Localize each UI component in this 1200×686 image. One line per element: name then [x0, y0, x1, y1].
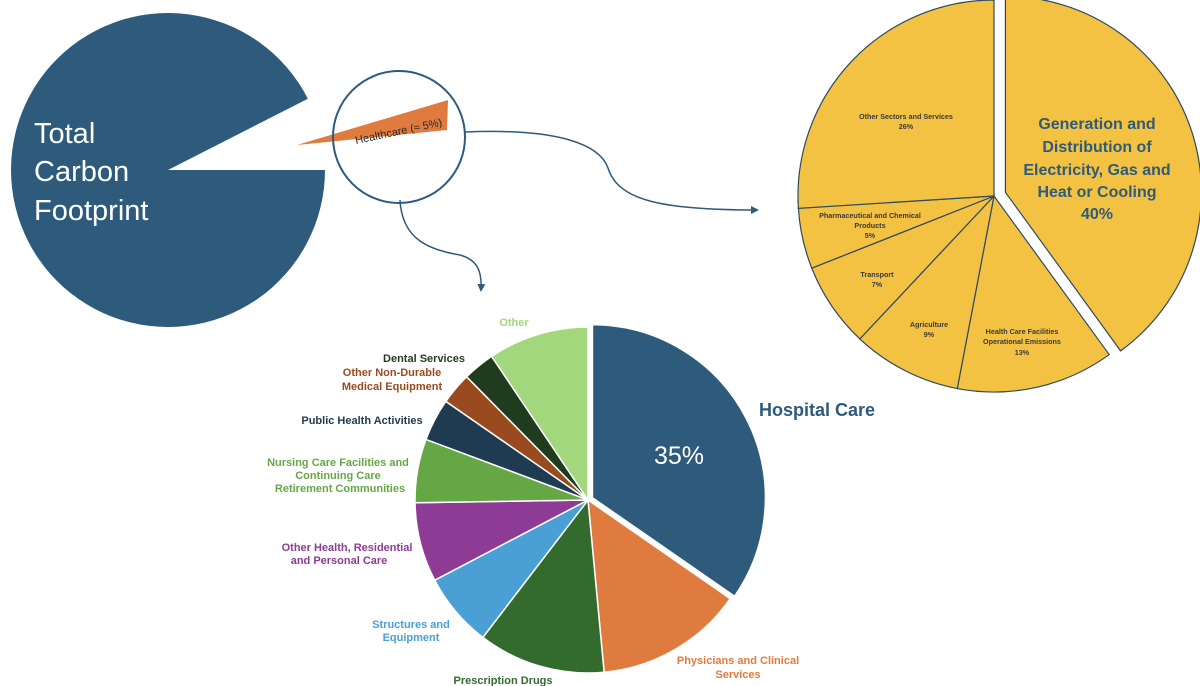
sector-value-transport: 7%	[872, 280, 883, 289]
healthcare-labels: Hospital Care Physicians and Clinical Se…	[267, 317, 875, 686]
sector-label-energy: Generation and Distribution of Electrici…	[1023, 116, 1170, 223]
total-label-line-1: Total	[34, 118, 95, 150]
svg-text:Heat or Cooling: Heat or Cooling	[1037, 184, 1156, 201]
sector-label-transport: Transport	[860, 270, 894, 279]
hospital-care-value: 35%	[654, 442, 704, 470]
svg-text:Electricity, Gas and: Electricity, Gas and	[1023, 162, 1170, 179]
hc-slice-0	[591, 323, 767, 598]
label-non-durable-line-1: Other Non-Durable	[343, 367, 441, 379]
svg-text:Distribution of: Distribution of	[1042, 139, 1152, 156]
sector-value-hcf: 13%	[1015, 348, 1030, 357]
hc-slice-9	[490, 326, 589, 503]
connector-to-healthcare-pie	[399, 199, 486, 292]
hc-slice-2	[481, 498, 605, 674]
sector-slice-5	[797, 0, 995, 209]
hc-slice-1	[587, 498, 732, 674]
svg-text:Generation and: Generation and	[1038, 116, 1155, 133]
label-physicians-line-1: Physicians and Clinical	[677, 655, 799, 667]
total-label-line-2: Carbon	[34, 156, 129, 188]
sector-slice-0	[1004, 0, 1200, 352]
sector-slice-2	[858, 194, 995, 390]
sector-value-energy: 40%	[1081, 206, 1113, 223]
sector-label-pharma-line-1: Pharmaceutical and Chemical	[819, 211, 921, 220]
label-other-health-line-1: Other Health, Residential	[282, 542, 413, 554]
sector-label-pharma-line-2: Products	[854, 221, 885, 230]
label-public-health: Public Health Activities	[301, 415, 422, 427]
label-physicians-line-2: Services	[715, 669, 760, 681]
sector-pie	[797, 0, 1200, 393]
label-hospital-care: Hospital Care	[759, 400, 875, 420]
healthcare-breakdown-pie	[414, 323, 767, 674]
label-nursing-line-1: Nursing Care Facilities and	[267, 457, 409, 469]
sector-slice-1	[956, 194, 1111, 393]
label-structures-line-2: Equipment	[383, 632, 440, 644]
sector-label-hcf-line-2: Operational Emissions	[983, 337, 1061, 346]
total-carbon-pie	[11, 12, 325, 327]
label-other-health-line-2: and Personal Care	[291, 555, 388, 567]
healthcare-wedge	[297, 100, 448, 145]
sector-value-agriculture: 9%	[924, 330, 935, 339]
label-nursing-line-2: Continuing Care	[295, 470, 381, 482]
label-prescription-drugs: Prescription Drugs	[453, 675, 552, 686]
label-structures-line-1: Structures and	[372, 619, 450, 631]
magnifier-circle	[332, 70, 466, 204]
connector-to-sector-pie	[464, 130, 759, 214]
label-other: Other	[499, 317, 529, 329]
pie-slice-total	[11, 12, 325, 327]
label-nursing-line-3: Retirement Communities	[275, 483, 405, 495]
sector-labels: Other Sectors and Services 26% Pharmaceu…	[819, 112, 1061, 357]
sector-label-agriculture: Agriculture	[910, 320, 948, 329]
label-dental: Dental Services	[383, 353, 465, 365]
label-non-durable-line-2: Medical Equipment	[342, 381, 443, 393]
sector-label-hcf-line-1: Health Care Facilities	[986, 327, 1059, 336]
sector-value-other: 26%	[899, 122, 914, 131]
sector-label-other: Other Sectors and Services	[859, 112, 953, 121]
sector-value-pharma: 5%	[865, 231, 876, 240]
total-label-line-3: Footprint	[34, 195, 148, 227]
